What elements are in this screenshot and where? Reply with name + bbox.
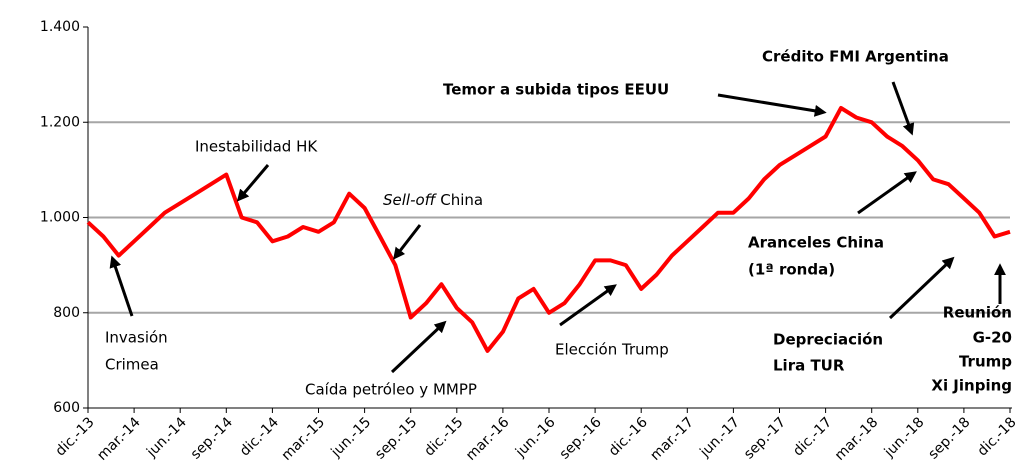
annotation: (1ª ronda) <box>748 261 835 279</box>
x-tick-label: sep.-17 <box>741 414 789 462</box>
annotation: Depreciación <box>773 331 883 349</box>
x-tick-label: mar.-14 <box>94 414 144 464</box>
arrow <box>236 164 270 202</box>
annotation: Aranceles China <box>748 234 884 252</box>
annotation: Elección Trump <box>555 341 669 359</box>
x-tick-label: mar.-16 <box>463 414 513 464</box>
arrow <box>109 255 134 317</box>
annotation: Invasión <box>105 329 168 347</box>
x-tick-label: jun.-17 <box>696 414 743 461</box>
x-tick-label: sep.-18 <box>925 414 973 462</box>
x-tick-label: jun.-15 <box>328 414 375 461</box>
annotations: Invasión Crimea Inestabilidad HK Sell-of… <box>105 48 1012 399</box>
arrow <box>891 81 915 136</box>
annotation: Crédito FMI Argentina <box>762 48 949 66</box>
annotation: Lira TUR <box>773 357 845 375</box>
y-tick-label: 1.200 <box>40 114 80 130</box>
arrow <box>393 224 422 260</box>
annotation: Crimea <box>105 356 159 374</box>
x-tick-label: jun.-14 <box>143 414 190 461</box>
arrows <box>109 81 1006 374</box>
y-tick-label: 1.000 <box>40 210 80 226</box>
x-tick-label: mar.-15 <box>279 414 329 464</box>
x-tick-label: dic.-18 <box>975 414 1015 459</box>
annotation: Reunión <box>943 304 1012 322</box>
x-tick-label: dic.-14 <box>237 414 282 459</box>
arrow <box>857 171 917 215</box>
x-tick-label: sep.-16 <box>557 414 605 462</box>
arrow <box>559 284 617 327</box>
x-tick-label: jun.-18 <box>881 414 928 461</box>
annotation: Temor a subida tipos EEUU <box>443 81 669 99</box>
arrow <box>717 93 827 117</box>
x-tick-label: dic.-13 <box>53 414 98 459</box>
x-tick-label: dic.-16 <box>606 414 651 459</box>
annotation: Trump <box>959 353 1012 371</box>
y-tick-label: 1.400 <box>40 19 80 35</box>
x-tick-label: jun.-16 <box>512 414 559 461</box>
x-tick-label: sep.-15 <box>372 414 420 462</box>
x-tick-label: mar.-18 <box>832 414 882 464</box>
line <box>86 106 1011 353</box>
annotation: G-20 <box>973 329 1012 347</box>
x-tick-label: sep.-14 <box>188 414 236 462</box>
y-tick-label: 800 <box>53 305 80 321</box>
annotation: Sell-off China <box>383 191 483 209</box>
y-tick-label: 600 <box>53 400 80 416</box>
x-tick-label: dic.-17 <box>790 414 835 459</box>
annotation: Inestabilidad HK <box>195 138 318 156</box>
x-tick-label: dic.-15 <box>421 414 466 459</box>
annotation-part: Sell-off <box>383 191 438 209</box>
annotation: Xi Jinping <box>931 377 1012 395</box>
annotation-part: China <box>436 191 484 209</box>
arrow <box>390 320 447 374</box>
x-tick-label: mar.-17 <box>647 414 697 464</box>
annotation: Caída petróleo y MMPP <box>305 381 477 399</box>
arrow <box>888 256 955 320</box>
